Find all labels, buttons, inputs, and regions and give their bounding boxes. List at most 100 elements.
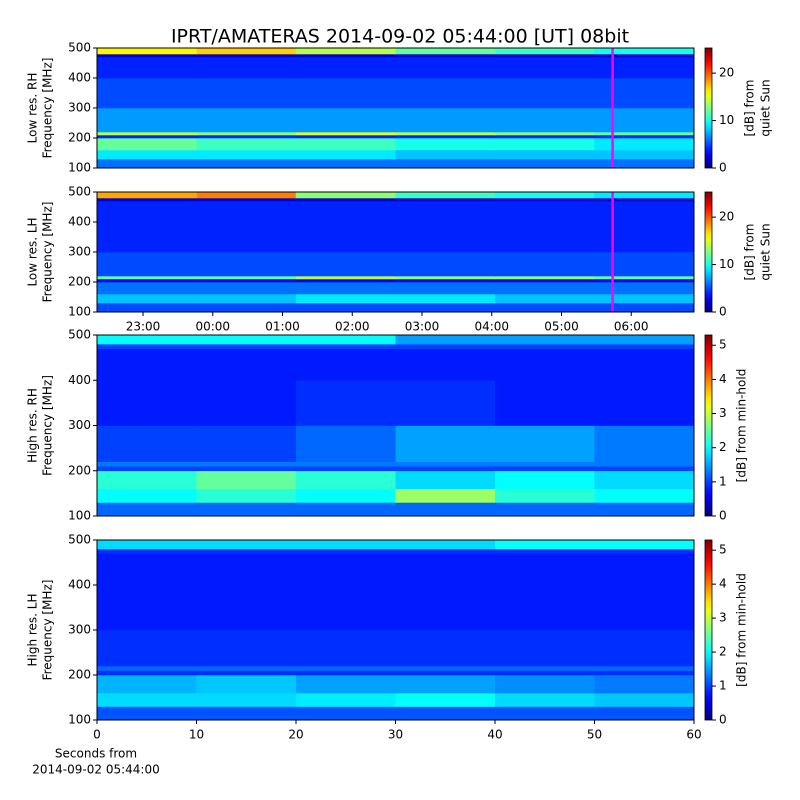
x-tick-label: 10 xyxy=(189,728,204,742)
heatmap-cell xyxy=(395,666,496,671)
x-tick-label: 01:00 xyxy=(265,320,300,334)
heatmap-cell xyxy=(594,380,695,426)
heatmap-cell xyxy=(295,303,396,313)
y-tick-label: 500 xyxy=(68,41,91,55)
heatmap-cell xyxy=(296,540,396,550)
heatmap-cell xyxy=(296,666,396,671)
heatmap-cell xyxy=(196,192,297,199)
colorbar xyxy=(704,47,713,169)
heatmap-cell xyxy=(395,294,496,304)
heatmap-cell xyxy=(495,294,595,304)
heatmap-cell xyxy=(594,159,695,169)
heatmap-cell xyxy=(97,276,198,280)
colorbar-label: [dB] from min-hold xyxy=(735,573,749,687)
heatmap-cell xyxy=(97,706,197,721)
heatmap-cell xyxy=(296,348,396,381)
chart-title: IPRT/AMATERAS 2014-09-02 05:44:00 [UT] 0… xyxy=(171,26,629,48)
heatmap-cell xyxy=(495,344,595,349)
heatmap-cell xyxy=(395,132,496,136)
heatmap-cell xyxy=(594,466,695,472)
heatmap-cell xyxy=(196,344,297,349)
heatmap-cell xyxy=(594,470,695,490)
heatmap-cell xyxy=(97,252,198,277)
heatmap-cell xyxy=(97,630,197,667)
heatmap-cell xyxy=(495,276,595,280)
y-tick-label: 100 xyxy=(68,713,91,727)
heatmap-cell xyxy=(594,222,695,253)
heatmap-cell xyxy=(495,282,595,295)
x-tick-label: 0 xyxy=(93,728,101,742)
heatmap-cell xyxy=(594,138,695,151)
y-tick-label: 400 xyxy=(68,71,91,85)
heatmap-cell xyxy=(196,466,297,472)
heatmap-cell xyxy=(594,279,695,283)
heatmap-cell xyxy=(97,222,198,253)
heatmap-cell xyxy=(495,549,595,554)
heatmap-cell xyxy=(594,192,695,199)
colorbar-tick-label: 0 xyxy=(719,713,727,727)
heatmap-cell xyxy=(594,201,695,223)
heatmap-cell xyxy=(196,279,297,283)
heatmap-cell xyxy=(495,666,595,671)
heatmap-cell xyxy=(97,380,197,426)
heatmap-cell xyxy=(196,54,297,58)
x-tick-label: 06:00 xyxy=(614,320,649,334)
heatmap-cell xyxy=(395,670,496,676)
heatmap-cell xyxy=(594,150,695,160)
heatmap-cell xyxy=(395,303,496,313)
heatmap-cell xyxy=(196,549,297,554)
heatmap-cell xyxy=(395,138,496,151)
colorbar-tick-label: 3 xyxy=(719,611,727,625)
heatmap-cell xyxy=(395,48,496,55)
heatmap-cell xyxy=(594,344,695,349)
heatmap-cell xyxy=(495,670,595,676)
heatmap-cell xyxy=(495,252,595,277)
y-axis-label: Frequency [MHz] xyxy=(41,580,55,681)
colorbar-tick-label: 0 xyxy=(719,509,727,523)
heatmap-cell xyxy=(395,335,496,345)
heatmap-cell xyxy=(97,670,197,676)
heatmap-cell xyxy=(97,666,197,671)
heatmap-cell xyxy=(395,192,496,199)
heatmap-cell xyxy=(594,675,695,694)
heatmap-cell xyxy=(395,201,496,223)
colorbar-label: [dB] from xyxy=(743,80,757,137)
heatmap-cell xyxy=(395,585,496,631)
colorbar-tick-label: 20 xyxy=(719,210,734,224)
heatmap-cell xyxy=(594,252,695,277)
y-axis-label: Frequency [MHz] xyxy=(41,375,55,476)
heatmap-cell xyxy=(196,540,297,550)
heatmap-cell xyxy=(296,553,396,586)
heatmap-cell xyxy=(495,135,595,139)
heatmap-cell xyxy=(196,57,297,79)
heatmap-cell xyxy=(395,630,496,667)
heatmap-cell xyxy=(495,132,595,136)
heatmap-cell xyxy=(296,706,396,721)
heatmap-cell xyxy=(395,675,496,694)
heatmap-cell xyxy=(495,150,595,160)
heatmap-cell xyxy=(495,48,595,55)
heatmap-cell xyxy=(495,78,595,109)
x-tick-label: 20 xyxy=(288,728,303,742)
heatmap-cell xyxy=(495,502,595,517)
colorbar-tick-label: 5 xyxy=(719,543,727,557)
heatmap-cell xyxy=(196,585,297,631)
heatmap-cell xyxy=(495,461,595,467)
y-tick-label: 100 xyxy=(68,305,91,319)
heatmap-cell xyxy=(296,466,396,472)
heatmap-cell xyxy=(196,706,297,721)
x-axis-label: 2014-09-02 05:44:00 xyxy=(32,763,159,777)
heatmap-cell xyxy=(594,630,695,667)
y-tick-label: 400 xyxy=(68,373,91,387)
y-axis-label: Frequency [MHz] xyxy=(41,202,55,303)
heatmap-cell xyxy=(395,344,496,349)
heatmap-cell xyxy=(196,276,297,280)
heatmap-cell xyxy=(97,150,198,160)
heatmap-cell xyxy=(495,198,595,202)
colorbar-tick-label: 1 xyxy=(719,474,727,488)
heatmap-cell xyxy=(97,585,197,631)
heatmap-cell xyxy=(196,294,297,304)
heatmap-cell xyxy=(495,108,595,133)
heatmap-cell xyxy=(295,132,396,136)
